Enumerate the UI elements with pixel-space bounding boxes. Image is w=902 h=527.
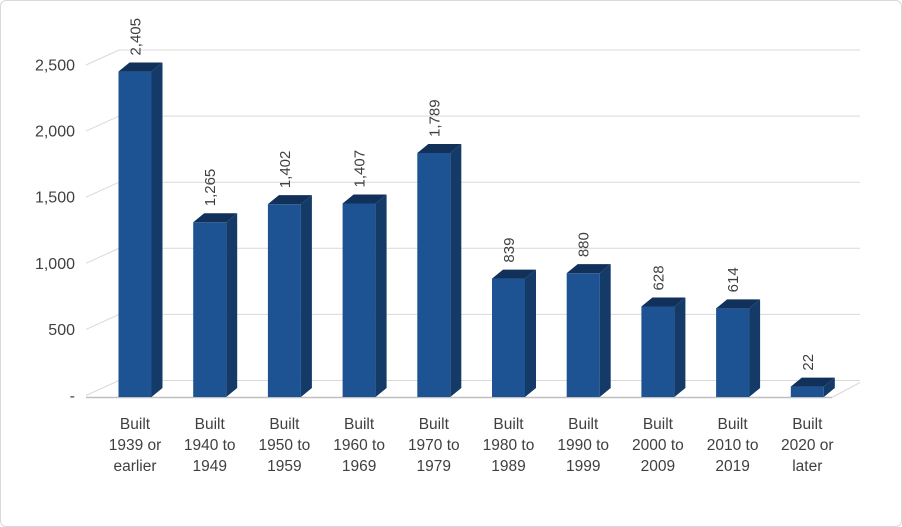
y-axis-tick-label: 1,000 — [35, 256, 75, 273]
bar — [193, 213, 238, 397]
bar-top-face — [193, 213, 238, 223]
y-axis-tick-label: 2,500 — [35, 58, 75, 75]
bar-front-face — [118, 71, 152, 398]
bar-front-face — [716, 308, 750, 397]
x-axis-category-label: 1940 to — [184, 437, 236, 454]
x-axis-category-label: earlier — [113, 458, 156, 475]
y-axis-tick-label: - — [70, 388, 75, 405]
bar-front-face — [492, 278, 525, 397]
x-axis-category-label: 1970 to — [408, 437, 460, 454]
bar-side-face — [525, 269, 536, 397]
bar-front-face — [790, 386, 824, 397]
x-axis-category-label: Built — [493, 416, 524, 433]
y-axis-tick-label: 1,500 — [35, 190, 75, 207]
bar — [641, 297, 686, 397]
x-axis-category-label: 1960 to — [333, 437, 385, 454]
bar-top-face — [716, 299, 761, 309]
x-axis-category-label: 2010 to — [707, 437, 759, 454]
x-axis-category-label: 2019 — [715, 458, 749, 475]
x-axis-category-label: 1979 — [417, 458, 451, 475]
value-label: 2,405 — [128, 18, 145, 56]
x-axis-category-label: 1969 — [342, 458, 376, 475]
x-axis-category-label: Built — [568, 416, 599, 433]
bar-side-face — [450, 143, 462, 397]
bar-side-face — [599, 264, 611, 397]
bar-top-face — [790, 377, 835, 387]
x-axis-category-label: Built — [643, 416, 674, 433]
bar-top-face — [566, 264, 611, 274]
bar-side-face — [749, 299, 761, 397]
x-axis-category-label: 1990 to — [557, 437, 609, 454]
gridline — [85, 115, 860, 132]
bar-top-face — [417, 143, 462, 153]
bar — [566, 264, 611, 397]
x-axis-category-label: 2000 to — [632, 437, 684, 454]
value-label: 1,402 — [277, 151, 294, 189]
bar-top-face — [641, 297, 686, 307]
bar-front-face — [267, 204, 301, 397]
y-axis-tick-label: 2,000 — [35, 124, 75, 141]
bar-top-face — [342, 194, 387, 204]
bar-front-face — [566, 273, 600, 397]
bar — [417, 143, 462, 397]
value-label: 614 — [725, 267, 742, 292]
x-axis-category-label: later — [792, 458, 822, 475]
x-axis-category-label: 1949 — [192, 458, 226, 475]
x-axis-category-label: 2020 or — [781, 437, 834, 454]
x-axis-category-label: Built — [269, 416, 300, 433]
bar — [492, 269, 536, 397]
bar-front-face — [641, 306, 675, 397]
x-axis-category-label: 1939 or — [109, 437, 162, 454]
floor-right-edge — [831, 382, 861, 398]
y-axis-tick-label: 500 — [48, 322, 75, 339]
x-axis-category-label: 1980 to — [483, 437, 535, 454]
x-axis-category-label: Built — [419, 416, 450, 433]
x-axis-category-label: 1959 — [267, 458, 301, 475]
value-label: 880 — [576, 232, 593, 257]
x-axis-category-label: Built — [344, 416, 375, 433]
bar-side-face — [151, 62, 163, 398]
bar — [267, 195, 312, 397]
bar — [716, 299, 761, 397]
bar — [118, 62, 163, 398]
bar-side-face — [226, 213, 238, 397]
x-axis-category-label: Built — [195, 416, 226, 433]
bar-top-face — [267, 195, 312, 205]
bar-front-face — [193, 222, 227, 397]
bar-top-face — [118, 62, 163, 72]
bar-front-face — [417, 152, 451, 397]
x-axis-category-label: Built — [718, 416, 749, 433]
value-label: 839 — [501, 238, 518, 263]
bar-front-face — [342, 203, 376, 397]
bar-side-face — [823, 377, 835, 397]
bar-top-face — [492, 269, 536, 279]
value-label: 1,265 — [202, 169, 219, 207]
bar — [342, 194, 387, 397]
x-axis-category-label: 1989 — [491, 458, 525, 475]
x-axis-category-label: 1950 to — [259, 437, 311, 454]
gridline — [85, 49, 860, 66]
x-axis-category-label: Built — [120, 416, 151, 433]
value-label: 1,407 — [352, 150, 369, 188]
value-label: 628 — [650, 265, 667, 290]
bar-side-face — [674, 297, 686, 397]
bar-side-face — [300, 195, 312, 397]
value-label: 22 — [800, 354, 817, 371]
bar — [790, 377, 835, 397]
x-axis-category-label: 2009 — [641, 458, 675, 475]
bar-side-face — [375, 194, 387, 397]
x-axis-category-label: 1999 — [566, 458, 600, 475]
value-label: 1,789 — [426, 99, 443, 137]
x-axis-category-label: Built — [792, 416, 823, 433]
